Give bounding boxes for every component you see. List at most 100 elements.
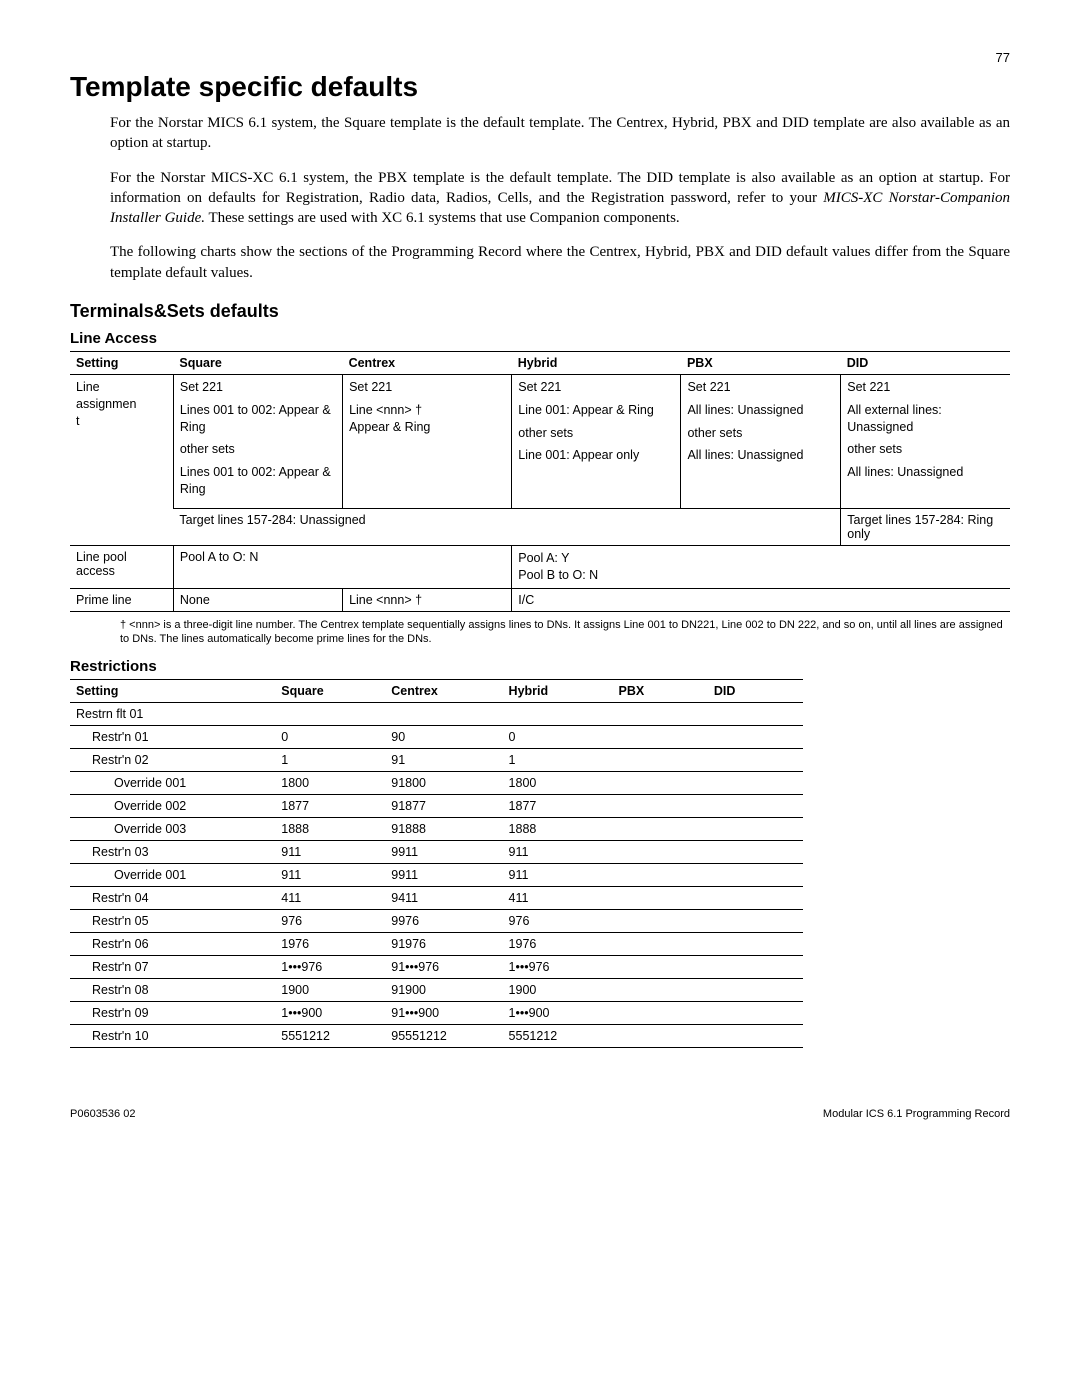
rs-cell-empty <box>613 933 708 956</box>
restrictions-table: Setting Square Centrex Hybrid PBX DID Re… <box>70 679 803 1048</box>
rs-cell-empty <box>708 726 803 749</box>
la-pb-os: other sets <box>687 425 834 442</box>
la-di-set221: Set 221 <box>847 379 1004 396</box>
la-hy-set221: Set 221 <box>518 379 674 396</box>
rs-row: Restr'n 044119411411 <box>70 887 803 910</box>
rs-cell: 91•••976 <box>385 956 502 979</box>
page-footer: P0603536 02 Modular ICS 6.1 Programming … <box>70 1108 1010 1120</box>
la-di-b: All lines: Unassigned <box>847 464 1004 481</box>
rs-row: Restr'n 021911 <box>70 749 803 772</box>
restrictions-heading: Restrictions <box>70 658 1010 675</box>
la-row-linepool: Line pool access Pool A to O: N Pool A: … <box>70 546 1010 589</box>
rs-col-centrex: Centrex <box>385 680 502 703</box>
rs-cell-empty <box>708 772 803 795</box>
rs-cell: 9911 <box>385 841 502 864</box>
la-row-primeline: Prime line None Line <nnn> † I/C <box>70 588 1010 611</box>
rs-cell: 911 <box>275 864 385 887</box>
la-setting-line-assignment: Line assignmen t <box>70 374 173 545</box>
la-col-square: Square <box>173 351 342 374</box>
rs-cell: 90 <box>385 726 502 749</box>
la-header-row: Setting Square Centrex Hybrid PBX DID <box>70 351 1010 374</box>
rs-cell-empty <box>613 956 708 979</box>
rs-cell: 1 <box>503 749 613 772</box>
rs-cell-empty <box>613 749 708 772</box>
la-cx-a: Line <nnn> † Appear & Ring <box>349 402 505 436</box>
rs-cell: 1800 <box>503 772 613 795</box>
rs-cell: 1976 <box>503 933 613 956</box>
la-pb-set221-block: Set 221 All lines: Unassigned other sets… <box>681 374 841 508</box>
la-row-line-assign: Line assignmen t Set 221 Lines 001 to 00… <box>70 374 1010 508</box>
la-setting-line-c: t <box>76 414 79 428</box>
rs-cell-empty <box>613 979 708 1002</box>
rs-cell-empty <box>613 772 708 795</box>
rs-cell: 0 <box>503 726 613 749</box>
rs-group-label-row: Restrn flt 01 <box>70 703 803 726</box>
la-target-ringonly: Target lines 157-284: Ring only <box>841 509 1010 546</box>
rs-setting-label: Restr'n 07 <box>70 956 275 979</box>
rs-cell: 0 <box>275 726 385 749</box>
rs-cell: 1•••976 <box>275 956 385 979</box>
rs-setting-label: Restr'n 03 <box>70 841 275 864</box>
la-lp-sq: Pool A to O: N <box>173 546 511 589</box>
la-col-setting: Setting <box>70 351 173 374</box>
rs-cell-empty <box>708 956 803 979</box>
rs-cell: 911 <box>503 841 613 864</box>
rs-cell: 5551212 <box>275 1025 385 1048</box>
rs-cell: 1877 <box>275 795 385 818</box>
rs-row: Restr'n 059769976976 <box>70 910 803 933</box>
rs-cell-empty <box>613 864 708 887</box>
rs-row: Restr'n 061976919761976 <box>70 933 803 956</box>
la-hy-set221-block: Set 221 Line 001: Appear & Ring other se… <box>512 374 681 508</box>
rs-cell: 1888 <box>275 818 385 841</box>
rs-cell-empty <box>613 887 708 910</box>
rs-row: Override 0011800918001800 <box>70 772 803 795</box>
rs-row: Restr'n 105551212955512125551212 <box>70 1025 803 1048</box>
rs-cell-empty <box>613 726 708 749</box>
rs-group-label: Restrn flt 01 <box>70 703 803 726</box>
la-lp-hy-a: Pool A: Y <box>518 551 569 565</box>
la-di-os: other sets <box>847 441 1004 458</box>
rs-setting-label: Restr'n 08 <box>70 979 275 1002</box>
rs-row: Restr'n 081900919001900 <box>70 979 803 1002</box>
rs-cell: 91900 <box>385 979 502 1002</box>
rs-cell-empty <box>613 1002 708 1025</box>
rs-cell: 5551212 <box>503 1025 613 1048</box>
intro-para-2b: These settings are used with XC 6.1 syst… <box>205 210 680 226</box>
rs-cell-empty <box>708 864 803 887</box>
rs-setting-label: Restr'n 09 <box>70 1002 275 1025</box>
rs-setting-label: Restr'n 04 <box>70 887 275 910</box>
footer-left: P0603536 02 <box>70 1108 135 1120</box>
rs-cell: 1888 <box>503 818 613 841</box>
rs-cell-empty <box>708 1002 803 1025</box>
la-col-centrex: Centrex <box>343 351 512 374</box>
rs-col-pbx: PBX <box>613 680 708 703</box>
la-di-a: All external lines: Unassigned <box>847 402 1004 436</box>
rs-header-row: Setting Square Centrex Hybrid PBX DID <box>70 680 803 703</box>
rs-cell: 1•••976 <box>503 956 613 979</box>
la-pl-cx: Line <nnn> † <box>343 588 512 611</box>
rs-cell-empty <box>613 1025 708 1048</box>
rs-cell: 1•••900 <box>275 1002 385 1025</box>
rs-cell-empty <box>613 795 708 818</box>
rs-col-setting: Setting <box>70 680 275 703</box>
rs-row: Restr'n 039119911911 <box>70 841 803 864</box>
rs-cell: 91877 <box>385 795 502 818</box>
rs-col-did: DID <box>708 680 803 703</box>
rs-cell-empty <box>708 979 803 1002</box>
rs-cell-empty <box>708 887 803 910</box>
rs-cell: 911 <box>275 841 385 864</box>
la-pb-a: All lines: Unassigned <box>687 402 834 419</box>
la-lp-hy-b: Pool B to O: N <box>518 568 598 582</box>
rs-cell-empty <box>613 818 708 841</box>
la-col-did: DID <box>841 351 1010 374</box>
page-title: Template specific defaults <box>70 71 1010 103</box>
la-di-set221-block: Set 221 All external lines: Unassigned o… <box>841 374 1010 508</box>
rs-setting-label: Override 001 <box>70 864 275 887</box>
section-terminals-heading: Terminals&Sets defaults <box>70 301 1010 322</box>
la-sq-set221-block: Set 221 Lines 001 to 002: Appear & Ring … <box>173 374 342 508</box>
rs-setting-label: Restr'n 10 <box>70 1025 275 1048</box>
rs-cell: 9976 <box>385 910 502 933</box>
rs-setting-label: Restr'n 01 <box>70 726 275 749</box>
la-col-pbx: PBX <box>681 351 841 374</box>
rs-cell: 1976 <box>275 933 385 956</box>
